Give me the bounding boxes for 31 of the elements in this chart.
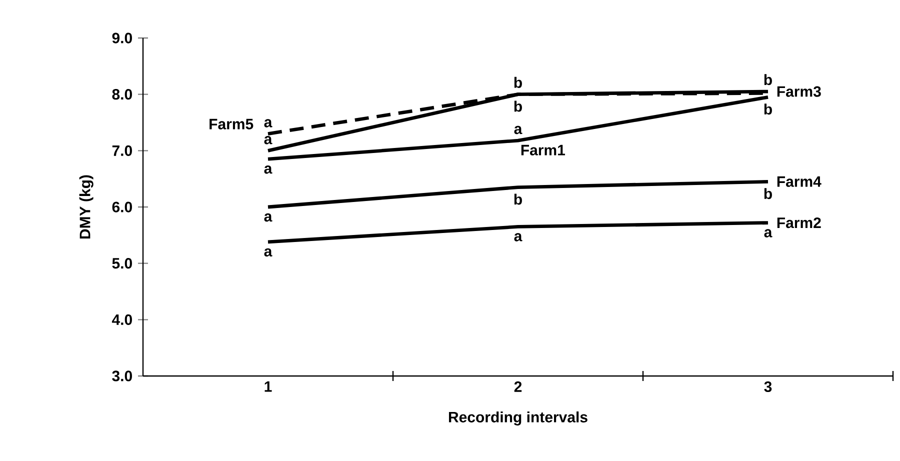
series-label: Farm2 bbox=[777, 217, 821, 228]
annotation: a bbox=[264, 248, 272, 257]
annotation: b bbox=[764, 74, 772, 86]
y-tick-label: 7.0 bbox=[112, 145, 132, 156]
x-tick-label: 3 bbox=[764, 381, 772, 392]
annotation: a bbox=[764, 229, 772, 238]
x-tick-label: 1 bbox=[264, 381, 272, 392]
annotation: b bbox=[764, 104, 772, 115]
annotation: b bbox=[514, 100, 522, 112]
series-label: Farm1 bbox=[521, 144, 566, 156]
x-tick-label: 2 bbox=[514, 381, 522, 392]
y-tick-label: 8.0 bbox=[112, 89, 132, 100]
series-label: Farm4 bbox=[777, 176, 822, 187]
series-label: Farm5 bbox=[210, 118, 254, 130]
x-axis-title: Recording intervals bbox=[448, 411, 588, 426]
y-tick-label: 4.0 bbox=[112, 314, 132, 325]
y-tick-label: 6.0 bbox=[112, 202, 132, 212]
annotation: a bbox=[514, 126, 522, 134]
annotation: a bbox=[264, 119, 272, 128]
annotation: a bbox=[264, 166, 272, 174]
series-label: Farm3 bbox=[777, 86, 821, 97]
y-tick-label: 9.0 bbox=[112, 32, 132, 44]
annotation: b bbox=[764, 188, 772, 200]
annotation: b bbox=[514, 76, 522, 88]
y-tick-label: 3.0 bbox=[112, 370, 132, 382]
y-tick-label: 5.0 bbox=[112, 258, 132, 269]
annotation: a bbox=[514, 233, 522, 242]
y-axis-title: DMY (kg) bbox=[79, 175, 94, 238]
annotation: a bbox=[264, 136, 272, 144]
annotation: a bbox=[264, 213, 272, 222]
annotation: b bbox=[514, 194, 522, 205]
